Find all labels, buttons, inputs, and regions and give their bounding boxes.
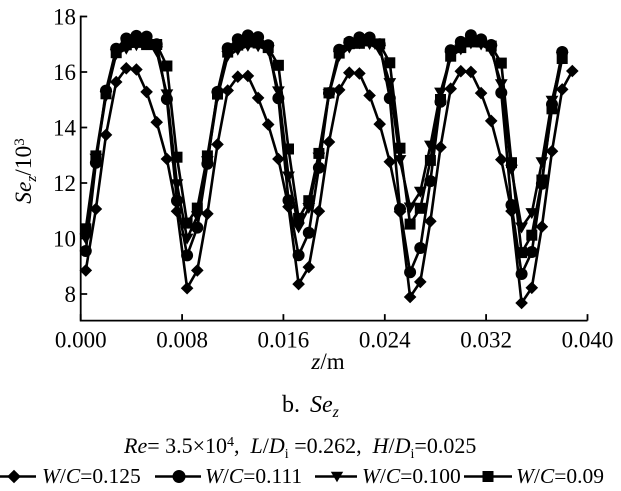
svg-text:0.040: 0.040 [562, 328, 614, 353]
svg-text:W/C=0.100: W/C=0.100 [362, 464, 461, 486]
svg-text:W/C=0.111: W/C=0.111 [205, 464, 302, 486]
svg-text:0.016: 0.016 [258, 328, 310, 353]
svg-text:18: 18 [53, 4, 76, 29]
svg-text:b. Sez: b. Sez [282, 392, 340, 421]
svg-text:8: 8 [65, 282, 77, 307]
svg-text:10: 10 [53, 226, 76, 251]
svg-text:z/m: z/m [310, 349, 344, 374]
svg-text:16: 16 [53, 60, 76, 85]
svg-text:0.008: 0.008 [156, 328, 208, 353]
svg-text:14: 14 [53, 115, 77, 140]
svg-text:Re= 3.5×104, L/Di =0.262, H/: Re= 3.5×104, L/Di =0.262, H/Di=0.025 [123, 433, 476, 462]
svg-text:W/C=0.09: W/C=0.09 [516, 464, 604, 486]
svg-text:0.000: 0.000 [55, 328, 107, 353]
svg-text:0.032: 0.032 [460, 328, 512, 353]
svg-text:W/C=0.125: W/C=0.125 [42, 464, 141, 486]
svg-text:Sez/103: Sez/103 [11, 138, 40, 204]
svg-text:12: 12 [53, 171, 76, 196]
svg-text:0.024: 0.024 [359, 328, 411, 353]
